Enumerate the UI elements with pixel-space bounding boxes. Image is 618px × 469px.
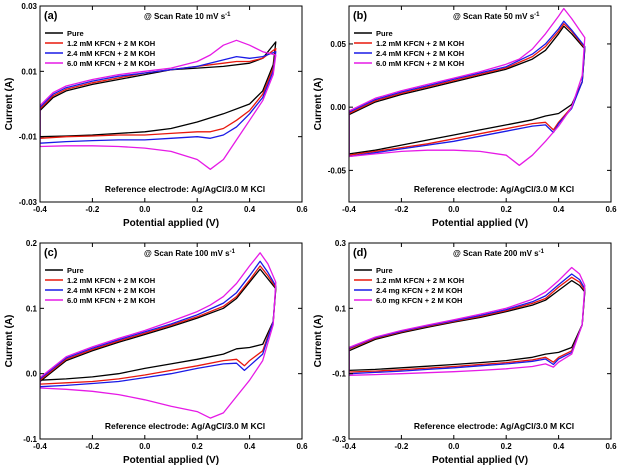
reference-electrode-note: Reference electrode: Ag/AgCl/3.0 M KCl xyxy=(414,421,574,431)
y-tick-label: 0.05 xyxy=(330,40,346,49)
plot-frame xyxy=(348,242,612,440)
legend-entry-3: 2.4 mM KFCN + 2 M KOH xyxy=(376,49,464,58)
y-tick-label: 0.1 xyxy=(335,304,347,313)
curves xyxy=(349,266,586,376)
x-tick-label: -0.2 xyxy=(86,442,100,451)
chart-panel-4: -0.4 -0.2 0.0 0.2 0.4 0.6 -0.3 -0.1 0.1 0.3 Potent… xyxy=(313,239,617,466)
legend-entry-4: 6.0 mg KFCN + 2 M KOH xyxy=(376,296,462,305)
legend-entry-1: Pure xyxy=(376,266,393,275)
x-tick-label: -0.2 xyxy=(86,205,100,214)
x-tick-label: -0.2 xyxy=(395,442,409,451)
legend-entry-2: 1.2 mM KFCN + 2 M KOH xyxy=(376,276,464,285)
panel-label: (c) xyxy=(44,247,58,259)
cv-curve-4 xyxy=(40,252,277,419)
reference-electrode-note: Reference electrode: Ag/AgCl/3.0 M KCl xyxy=(414,184,574,194)
cv-curve-1 xyxy=(40,41,277,138)
x-tick-label: 0.6 xyxy=(605,442,617,451)
y-tick-label: 0.1 xyxy=(26,304,38,313)
y-axis-label: Current (A) xyxy=(313,315,324,368)
plot-frame xyxy=(39,242,303,440)
y-axis-label: Current (A) xyxy=(4,315,15,368)
y-tick-label: 0.01 xyxy=(21,67,37,76)
x-tick-label: -0.4 xyxy=(33,205,47,214)
x-tick-label: -0.4 xyxy=(33,442,47,451)
reference-electrode-note: Reference electrode: Ag/AgCl/3.0 M KCl xyxy=(105,184,265,194)
legend-entry-2: 1.2 mM KFCN + 2 M KOH xyxy=(67,39,155,48)
plot-frame xyxy=(39,5,303,203)
y-tick-label: 0.0 xyxy=(26,370,38,379)
x-tick-label: 0.4 xyxy=(553,442,565,451)
legend-entry-1: Pure xyxy=(376,29,393,38)
x-tick-label: 0.4 xyxy=(244,205,256,214)
x-tick-label: 0.4 xyxy=(553,205,565,214)
legend-entry-4: 6.0 mM KFCN + 2 M KOH xyxy=(67,296,155,305)
legend-entry-3: 2.4 mM KFCN + 2 M KOH xyxy=(67,286,155,295)
x-tick-label: -0.2 xyxy=(395,205,409,214)
y-tick-label: -0.1 xyxy=(332,370,346,379)
plot-frame xyxy=(348,5,612,203)
y-tick-label: -0.1 xyxy=(23,435,37,444)
cv-curve-3 xyxy=(349,20,586,158)
x-axis-label: Potential applied (V) xyxy=(432,455,528,466)
y-axis-label: Current (A) xyxy=(313,78,324,131)
cv-curve-4 xyxy=(349,7,586,166)
x-tick-label: 0.0 xyxy=(448,442,460,451)
x-axis-label: Potential applied (V) xyxy=(123,455,219,466)
x-tick-label: 0.6 xyxy=(296,442,308,451)
x-tick-label: 0.0 xyxy=(139,205,151,214)
panel-label: (d) xyxy=(353,247,367,259)
scan-rate-label: @ Scan Rate 100 mV s-1 xyxy=(144,249,236,258)
x-tick-label: -0.4 xyxy=(342,442,356,451)
chart-panel-2: -0.4 -0.2 0.0 0.2 0.4 0.6 -0.05 0.00 0.05 Potenti… xyxy=(313,5,617,229)
legend-entry-1: Pure xyxy=(67,29,84,38)
x-tick-label: 0.6 xyxy=(605,205,617,214)
x-tick-label: 0.0 xyxy=(448,205,460,214)
scan-rate-label: @ Scan Rate 200 mV s-1 xyxy=(453,249,545,258)
x-tick-label: 0.0 xyxy=(139,442,151,451)
x-axis-label: Potential applied (V) xyxy=(432,218,528,229)
legend-entry-4: 6.0 mM KFCN + 2 M KOH xyxy=(376,59,464,68)
x-tick-label: -0.4 xyxy=(342,205,356,214)
curves xyxy=(349,7,586,166)
x-tick-label: 0.2 xyxy=(192,442,204,451)
x-axis-label: Potential applied (V) xyxy=(123,218,219,229)
cv-curve-4 xyxy=(40,39,277,170)
x-tick-label: 0.4 xyxy=(244,442,256,451)
panel-label: (b) xyxy=(353,10,367,22)
panel-label: (a) xyxy=(44,10,58,22)
curves xyxy=(40,252,277,419)
x-tick-label: 0.2 xyxy=(501,442,513,451)
scan-rate-label: @ Scan Rate 50 mV s-1 xyxy=(453,12,540,21)
legend-entry-4: 6.0 mM KFCN + 2 M KOH xyxy=(67,59,155,68)
x-tick-label: 0.2 xyxy=(501,205,513,214)
x-tick-label: 0.6 xyxy=(296,205,308,214)
y-tick-label: -0.05 xyxy=(328,166,347,175)
chart-panel-1: -0.4 -0.2 0.0 0.2 0.4 0.6 -0.03 -0.01 0.01 0.03 Po… xyxy=(4,2,308,229)
chart-panel-3: -0.4 -0.2 0.0 0.2 0.4 0.6 -0.1 0.0 0.1 0.2 Potenti… xyxy=(4,239,308,466)
legend-entry-1: Pure xyxy=(67,266,84,275)
y-tick-label: 0.00 xyxy=(330,103,346,112)
y-tick-label: -0.03 xyxy=(19,198,38,207)
cv-curve-4 xyxy=(349,266,586,376)
y-tick-label: -0.01 xyxy=(19,133,38,142)
scan-rate-label: @ Scan Rate 10 mV s-1 xyxy=(144,12,231,21)
legend-entry-2: 1.2 mM KFCN + 2 M KOH xyxy=(67,276,155,285)
x-tick-label: 0.2 xyxy=(192,205,204,214)
y-tick-label: 0.03 xyxy=(21,2,37,11)
y-tick-label: 0.3 xyxy=(335,239,347,248)
legend-entry-3: 2.4 mM KFCN + 2 M KOH xyxy=(67,49,155,58)
reference-electrode-note: Reference electrode: Ag/AgCl/3.0 M KCl xyxy=(105,421,265,431)
legend-entry-3: 2.4 mg KFCN + 2 M KOH xyxy=(376,286,462,295)
legend-entry-2: 1.2 mM KFCN + 2 M KOH xyxy=(376,39,464,48)
y-tick-label: 0.2 xyxy=(26,239,38,248)
y-tick-label: -0.3 xyxy=(332,435,346,444)
y-axis-label: Current (A) xyxy=(4,78,15,131)
curves xyxy=(40,39,277,170)
